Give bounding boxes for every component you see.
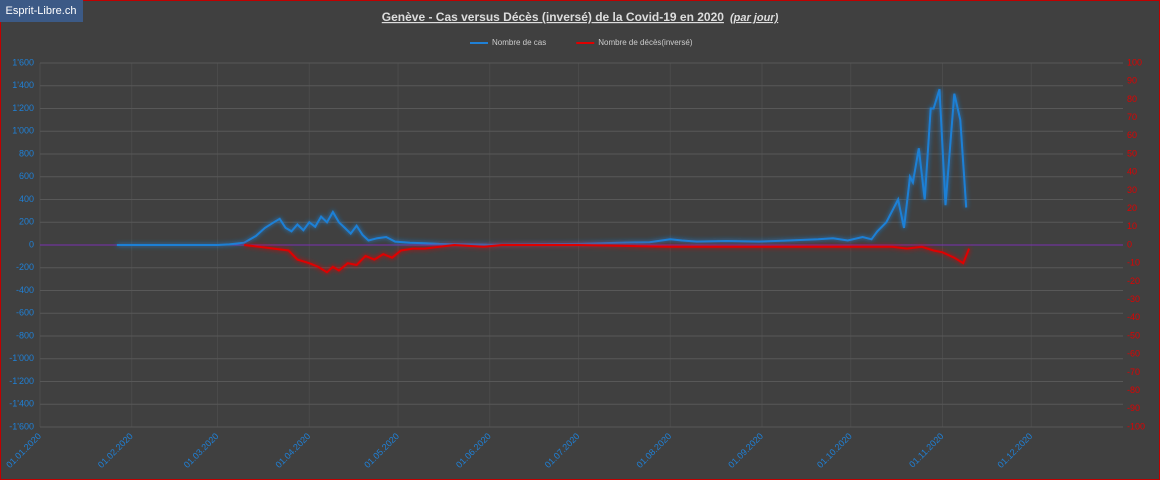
y-tick-label: 800 (19, 148, 34, 158)
y-tick-label: 0 (29, 239, 34, 249)
y-tick-label: 1'200 (12, 103, 34, 113)
legend-label: Nombre de cas (492, 38, 546, 47)
badge-bg (0, 0, 83, 22)
y2-tick-label: 50 (1127, 148, 1137, 158)
y2-tick-label: 0 (1127, 239, 1132, 249)
title-group: Genève - Cas versus Décès (inversé) de l… (382, 10, 779, 24)
y2-tick-label: 90 (1127, 76, 1137, 86)
y2-tick-label: 100 (1127, 57, 1142, 67)
title-note: (par jour) (730, 12, 779, 24)
y-tick-label: -800 (16, 330, 34, 340)
y2-tick-label: 40 (1127, 167, 1137, 177)
y-tick-label: -1'000 (9, 353, 34, 363)
y2-tick-label: 60 (1127, 130, 1137, 140)
y2-tick-label: -10 (1127, 258, 1140, 268)
legend-label: Nombre de décès(inversé) (598, 38, 693, 47)
y2-tick-label: 10 (1127, 221, 1137, 231)
y-tick-label: -1'200 (9, 376, 34, 386)
y-tick-label: -1'400 (9, 399, 34, 409)
y-tick-label: -600 (16, 308, 34, 318)
y2-tick-label: 80 (1127, 94, 1137, 104)
y2-tick-label: -100 (1127, 421, 1145, 431)
y2-tick-label: -30 (1127, 294, 1140, 304)
y2-tick-label: 30 (1127, 185, 1137, 195)
y2-tick-label: -70 (1127, 367, 1140, 377)
chart-title: Genève - Cas versus Décès (inversé) de l… (382, 10, 725, 24)
series-line (116, 88, 968, 246)
badge: Esprit-Libre.ch (6, 5, 77, 17)
y2-tick-label: 20 (1127, 203, 1137, 213)
y2-tick-label: -60 (1127, 349, 1140, 359)
series-line (244, 243, 971, 274)
y-tick-label: 1'000 (12, 126, 34, 136)
y2-tick-label: -90 (1127, 403, 1140, 413)
y-tick-label: 200 (19, 217, 34, 227)
y2-tick-label: 70 (1127, 112, 1137, 122)
y-tick-label: -200 (16, 262, 34, 272)
y-tick-label: 600 (19, 171, 34, 181)
y2-tick-label: -50 (1127, 330, 1140, 340)
y2-tick-label: -20 (1127, 276, 1140, 286)
y2-tick-label: -80 (1127, 385, 1140, 395)
y-tick-label: 1'600 (12, 57, 34, 67)
y2-tick-label: -40 (1127, 312, 1140, 322)
y-tick-label: 1'400 (12, 80, 34, 90)
y-tick-label: -1'600 (9, 421, 34, 431)
y-tick-label: 400 (19, 194, 34, 204)
y-tick-label: -400 (16, 285, 34, 295)
